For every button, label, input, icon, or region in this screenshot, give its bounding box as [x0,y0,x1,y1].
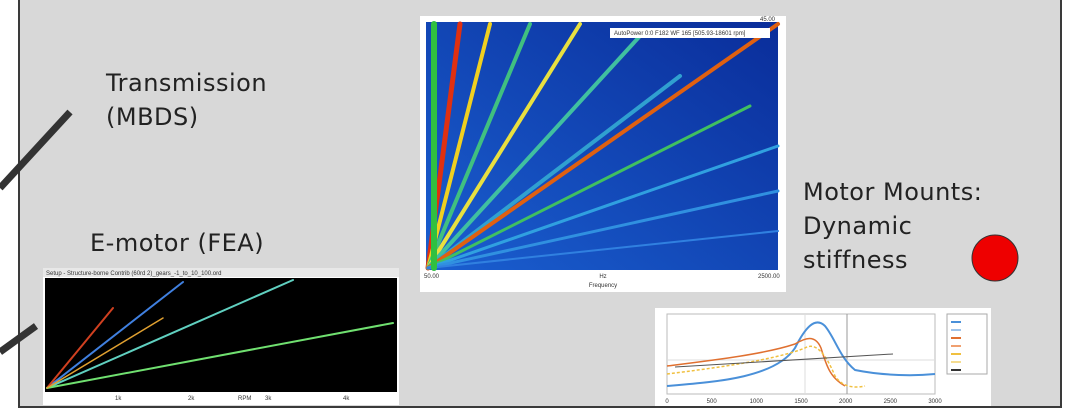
tick-label: 500 [707,399,718,405]
axis-label: 50.00 [424,274,440,280]
page: {"labels": {"transmission": ["Transmissi… [0,0,1089,411]
connector [0,326,36,352]
tick-label: 3k [265,396,272,402]
spectrogram-image: AutoPower 0:0 F182 WF 165 [505.93-18601 … [420,16,786,292]
transmission-label: Transmission (MBDS) [106,66,267,134]
axis-label: Hz [599,274,606,280]
tick-label: 2k [188,396,195,402]
plot-title: Setup - Structure-borne Contrib (60rd 2)… [46,271,221,277]
tick-label: 1000 [750,399,764,405]
label-line: stiffness [803,243,982,277]
plot-title: AutoPower 0:0 F182 WF 165 [505.93-18601 … [614,31,746,37]
label-line: Transmission [106,66,267,100]
emotor-label: E-motor (FEA) [90,226,264,260]
axis-title: RPM [238,396,251,402]
tick-label: 2000 [839,399,853,405]
tick-label: 1500 [794,399,808,405]
tick-label: 4k [343,396,350,402]
emotor-image: Setup - Structure-borne Contrib (60rd 2)… [43,268,399,405]
tick-label: 3000 [928,399,942,405]
axis-title: Frequency [589,283,617,289]
mounts-label: Motor Mounts: Dynamic stiffness [803,175,982,277]
tick-label: 2500 [884,399,898,405]
label-line: (MBDS) [106,100,267,134]
label-line: Motor Mounts: [803,175,982,209]
axis-label: 2500.00 [758,274,780,280]
label-line: Dynamic [803,209,982,243]
connector [0,112,70,188]
plot-label: 45.00 [760,17,776,23]
tick-label: 1k [115,396,122,402]
